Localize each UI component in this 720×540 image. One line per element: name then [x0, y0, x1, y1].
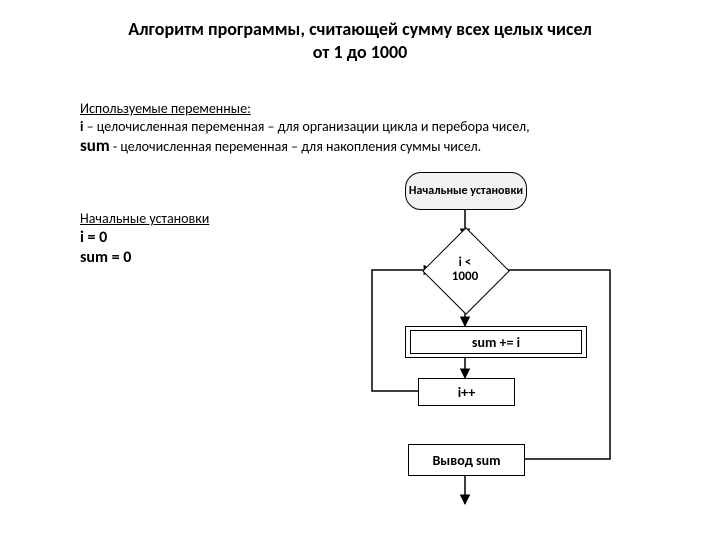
variable-sum-text: - целочисленная переменная – для накопле… — [110, 138, 481, 155]
initial-i: i = 0 — [80, 228, 340, 248]
flow-start-label: Начальные установки — [409, 184, 523, 198]
title-line2: от 1 до 1000 — [313, 41, 408, 63]
variable-sum-name: sum — [80, 135, 110, 156]
variable-i-line: i – целочисленная переменная – для орган… — [80, 118, 700, 136]
cond-line2: 1000 — [452, 269, 478, 284]
flow-decision-label: i < 1000 — [423, 228, 508, 313]
flow-process-sum: sum += i — [405, 326, 587, 358]
title-line1: Алгоритм программы, считающей сумму всех… — [128, 18, 592, 40]
flow-process-inc: i++ — [418, 378, 515, 406]
flow-start-terminator: Начальные установки — [405, 172, 527, 210]
initial-settings-block: Начальные установки i = 0 sum = 0 — [80, 210, 340, 268]
initial-settings-heading: Начальные установки — [80, 210, 340, 228]
page-title: Алгоритм программы, считающей сумму всех… — [40, 18, 680, 63]
initial-sum: sum = 0 — [80, 248, 340, 268]
variables-heading: Используемые переменные: — [80, 100, 700, 118]
flowchart-connectors — [0, 0, 720, 540]
flow-decision: i < 1000 — [423, 228, 508, 313]
flow-output: Вывод sum — [408, 444, 525, 476]
variable-i-text: – целочисленная переменная – для организ… — [83, 118, 529, 135]
flow-inc-label: i++ — [458, 384, 476, 401]
flow-output-label: Вывод sum — [432, 452, 500, 469]
flow-sum-label: sum += i — [472, 334, 520, 351]
variable-sum-line: sum - целочисленная переменная – для нак… — [80, 135, 700, 156]
variables-block: Используемые переменные: i – целочисленн… — [80, 100, 700, 156]
